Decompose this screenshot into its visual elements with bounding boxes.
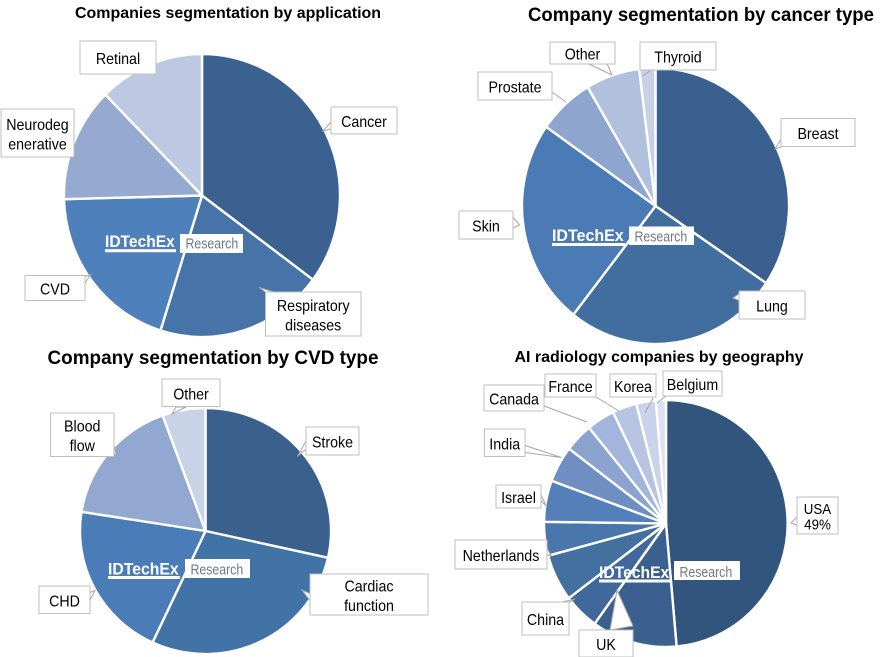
svg-text:IDTechEx: IDTechEx (105, 232, 175, 251)
svg-text:Stroke: Stroke (312, 434, 353, 452)
svg-text:Breast: Breast (797, 125, 839, 143)
svg-text:Companies segmentation by appl: Companies segmentation by application (75, 5, 381, 22)
svg-text:Company segmentation by CVD ty: Company segmentation by CVD type (48, 348, 379, 369)
svg-text:IDTechEx: IDTechEx (552, 227, 625, 246)
svg-text:Research: Research (191, 562, 244, 578)
svg-text:Neurodeg: Neurodeg (6, 116, 68, 134)
svg-text:Other: Other (173, 386, 209, 404)
svg-text:Cardiac: Cardiac (344, 578, 393, 596)
svg-text:Research: Research (635, 229, 688, 245)
svg-text:Research: Research (186, 236, 239, 252)
svg-text:flow: flow (70, 437, 95, 455)
svg-text:Retinal: Retinal (96, 50, 140, 68)
svg-text:India: India (489, 436, 520, 454)
svg-text:Netherlands: Netherlands (463, 547, 540, 565)
svg-text:Korea: Korea (614, 378, 653, 396)
svg-text:Skin: Skin (472, 218, 500, 236)
svg-text:Thyroid: Thyroid (654, 49, 701, 67)
svg-text:IDTechEx: IDTechEx (108, 560, 179, 579)
svg-text:USA: USA (804, 501, 832, 518)
svg-text:CVD: CVD (40, 281, 70, 299)
svg-text:Other: Other (565, 46, 601, 64)
svg-text:Belgium: Belgium (667, 376, 718, 394)
svg-text:Canada: Canada (489, 391, 539, 409)
svg-text:Company segmentation by cancer: Company segmentation by cancer type (528, 5, 874, 26)
svg-text:CHD: CHD (49, 593, 80, 611)
svg-text:function: function (344, 597, 394, 615)
svg-text:France: France (548, 378, 592, 396)
svg-text:Cancer: Cancer (341, 113, 387, 131)
svg-text:Respiratory: Respiratory (277, 297, 350, 315)
svg-text:Research: Research (680, 564, 733, 580)
svg-text:enerative: enerative (8, 136, 67, 154)
svg-text:Blood: Blood (64, 418, 100, 436)
svg-text:IDTechEx: IDTechEx (599, 563, 669, 582)
svg-text:UK: UK (596, 636, 616, 654)
svg-text:AI radiology companies by geog: AI radiology companies by geography (515, 349, 804, 366)
svg-text:49%: 49% (804, 517, 831, 534)
svg-text:China: China (527, 611, 565, 629)
svg-text:Prostate: Prostate (489, 79, 542, 97)
svg-text:Israel: Israel (501, 489, 536, 507)
svg-text:diseases: diseases (285, 317, 342, 335)
svg-text:Lung: Lung (756, 298, 788, 316)
